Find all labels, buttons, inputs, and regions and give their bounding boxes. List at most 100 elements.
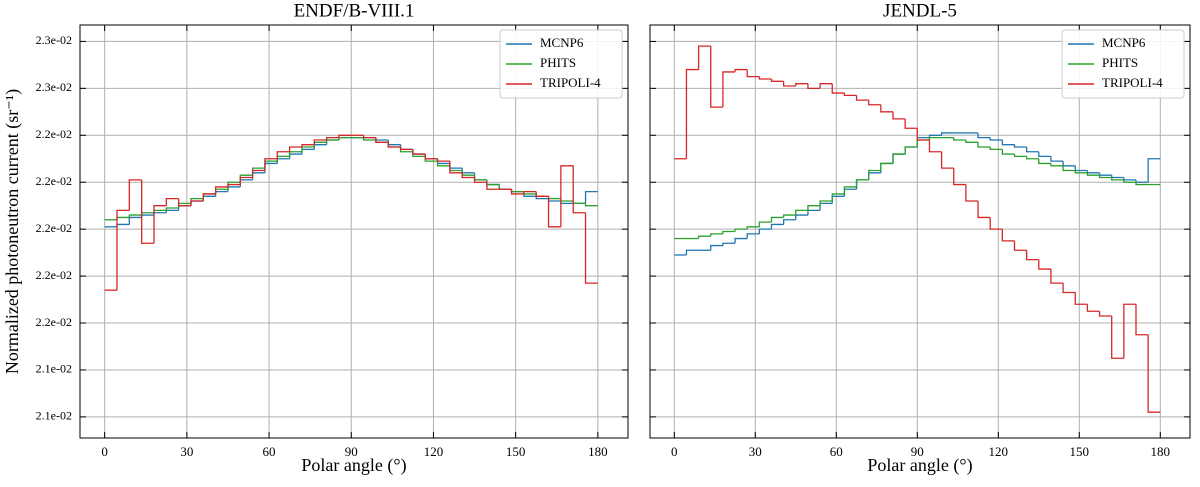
step-segment (141, 214, 154, 218)
step-segment (734, 68, 748, 72)
y-tick-label: 2.3e-02 (36, 80, 72, 94)
step-segment (734, 237, 748, 244)
step-segment (288, 153, 302, 159)
step-segment (190, 200, 204, 206)
step-segment (783, 219, 796, 225)
step-segment (1123, 179, 1136, 183)
step-segment (1098, 175, 1112, 179)
step-segment (697, 235, 711, 239)
step-segment (1111, 315, 1124, 359)
step-segment (461, 172, 475, 179)
step-segment (795, 209, 808, 216)
legend: MCNP6 PHITS TRIPOLI-4 (499, 29, 623, 99)
step-segment (1111, 175, 1124, 179)
step-segment (916, 136, 930, 148)
step-segment (807, 83, 821, 90)
step-segment (560, 165, 574, 227)
step-segment (177, 198, 191, 207)
step-segment (892, 153, 906, 164)
step-segment (375, 137, 389, 143)
step-segment (710, 46, 723, 108)
axes-frame (649, 24, 1191, 439)
step-segment (1013, 144, 1027, 148)
step-segment (128, 179, 142, 211)
x-tick-label: 30 (180, 444, 193, 459)
step-segment (795, 214, 808, 220)
y-tick-label: 2.1e-02 (36, 362, 72, 376)
y-tick-label: 2.2e-02 (36, 127, 72, 141)
step-segment (989, 137, 1003, 141)
y-axis-label: Normalized photoneutron current (sr⁻¹) (2, 89, 23, 374)
step-segment (722, 242, 736, 246)
step-segment (1086, 170, 1100, 174)
step-segment (989, 147, 1003, 151)
legend-box (1061, 29, 1185, 99)
step-segment (498, 184, 512, 190)
step-segment (473, 172, 487, 181)
y-tick-label: 2.1e-02 (36, 409, 72, 423)
step-segment (362, 137, 376, 141)
step-segment (264, 158, 278, 171)
step-segment (1074, 292, 1088, 305)
step-segment (831, 193, 845, 201)
step-segment (362, 135, 376, 139)
step-segment (855, 95, 869, 101)
y-tick-label: 2.2e-02 (36, 174, 72, 188)
step-segment (758, 76, 772, 80)
step-segment (227, 183, 241, 187)
step-segment (758, 221, 772, 227)
step-segment (338, 136, 352, 140)
step-segment (880, 104, 893, 113)
step-segment (301, 148, 315, 155)
step-segment (697, 45, 711, 70)
step-segment (523, 190, 537, 194)
step-segment (831, 195, 845, 204)
step-segment (746, 233, 760, 239)
step-segment (264, 162, 278, 173)
step-segment (855, 179, 869, 190)
step-segment (251, 169, 265, 178)
step-segment (807, 205, 821, 211)
step-segment (819, 83, 833, 89)
step-segment (535, 196, 549, 200)
step-segment (399, 147, 413, 151)
step-segment (1026, 147, 1039, 153)
step-segment (436, 158, 450, 162)
step-segment (535, 191, 549, 197)
step-segment (560, 198, 574, 202)
x-tick-label: 0 (101, 444, 108, 459)
step-segment (977, 142, 991, 148)
step-segment (153, 212, 167, 216)
step-segment (953, 168, 966, 186)
step-segment (313, 139, 327, 145)
step-segment (325, 139, 339, 145)
step-segment (989, 217, 1003, 230)
axes-frame (79, 24, 629, 439)
step-segment (965, 139, 979, 143)
step-segment (1062, 161, 1076, 167)
y-tick-label: 2.3e-02 (36, 33, 72, 47)
x-tick-label: 60 (830, 444, 843, 459)
step-segment (276, 158, 290, 164)
step-segment (1074, 165, 1088, 172)
step-segment (251, 167, 265, 176)
step-segment (770, 78, 784, 82)
step-segment (251, 172, 265, 180)
x-tick-label: 0 (671, 444, 678, 459)
step-segment (1026, 250, 1039, 261)
step-segment (128, 216, 142, 225)
step-segment (424, 154, 438, 160)
step-segment (807, 209, 821, 216)
step-segment (313, 144, 327, 150)
step-segment (325, 139, 339, 143)
step-segment (424, 154, 438, 160)
step-segment (1001, 139, 1015, 146)
step-segment (1013, 154, 1027, 158)
step-segment (940, 151, 954, 169)
step-segment (436, 161, 450, 167)
axes: 0 30 60 90 120 150 180 2.1e-02 2.1e-02 2.2e-02 2.2… (36, 25, 628, 459)
step-segment (449, 161, 463, 174)
step-segment (547, 196, 561, 228)
